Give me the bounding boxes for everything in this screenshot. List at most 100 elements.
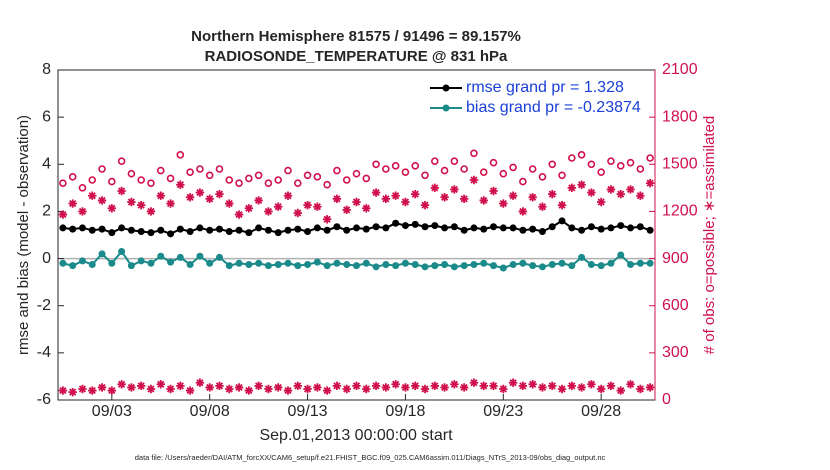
- data-point: [88, 386, 97, 395]
- data-point: [323, 180, 331, 189]
- data-point: [225, 384, 234, 394]
- data-point: [303, 200, 312, 210]
- data-point: [176, 180, 185, 189]
- data-point: [508, 378, 518, 387]
- data-point: [78, 384, 87, 394]
- data-point: [78, 184, 87, 192]
- data-point: [587, 188, 596, 197]
- data-point: [440, 166, 449, 175]
- data-point: [59, 224, 67, 232]
- data-point: [480, 259, 488, 267]
- data-point: [528, 380, 537, 389]
- y-tick-label: -4: [37, 344, 51, 361]
- data-point: [636, 384, 645, 394]
- data-point: [548, 160, 557, 169]
- data-point: [587, 260, 595, 268]
- data-point: [255, 224, 263, 232]
- data-point: [450, 263, 458, 271]
- data-point: [147, 259, 155, 267]
- data-point: [88, 176, 97, 184]
- y-tick-label: 2: [42, 203, 51, 220]
- data-point: [137, 176, 145, 184]
- data-point: [108, 177, 116, 186]
- data-point: [313, 224, 321, 232]
- data-point: [479, 168, 488, 176]
- data-point: [303, 171, 312, 180]
- data-point: [627, 260, 635, 268]
- y2-tick-label: 900: [662, 250, 689, 267]
- data-point: [69, 225, 77, 233]
- data-point: [185, 386, 195, 395]
- data-point: [391, 162, 400, 170]
- data-point: [166, 199, 175, 208]
- data-point: [606, 185, 616, 194]
- data-point: [489, 158, 498, 167]
- data-point: [313, 202, 322, 211]
- data-point: [196, 165, 204, 173]
- data-point: [156, 380, 165, 389]
- data-point: [450, 185, 459, 194]
- data-point: [225, 199, 234, 208]
- data-point: [185, 193, 195, 202]
- data-point: [176, 381, 185, 391]
- data-point: [548, 223, 556, 231]
- data-point: [558, 217, 566, 225]
- data-point: [607, 224, 615, 232]
- data-point: [353, 224, 360, 232]
- data-point: [333, 166, 341, 175]
- data-point: [372, 263, 380, 271]
- x-tick-label: 09/03: [92, 403, 132, 420]
- data-point: [225, 262, 233, 270]
- data-point: [117, 157, 126, 165]
- y2-tick-label: 1200: [662, 203, 698, 220]
- data-point: [587, 380, 596, 389]
- data-point: [411, 162, 420, 170]
- data-point: [176, 225, 184, 233]
- data-point: [147, 229, 155, 237]
- data-point: [206, 226, 214, 234]
- data-point: [88, 191, 97, 200]
- data-point: [254, 171, 263, 180]
- y2-tick-label: 300: [662, 344, 689, 361]
- data-point: [107, 204, 117, 213]
- data-point: [313, 258, 321, 266]
- data-point: [499, 199, 508, 208]
- data-point: [323, 226, 331, 234]
- data-point: [127, 169, 136, 178]
- data-point: [548, 381, 557, 391]
- data-point: [303, 384, 312, 394]
- data-point: [157, 226, 165, 234]
- data-point: [431, 262, 439, 270]
- data-point: [59, 259, 67, 267]
- data-point: [430, 183, 439, 193]
- data-point: [528, 165, 537, 173]
- data-point: [196, 224, 204, 232]
- legend-label: rmse grand pr = 1.328: [466, 79, 624, 96]
- data-point: [372, 223, 380, 231]
- data-point: [577, 151, 586, 159]
- x-tick-label: 09/18: [385, 403, 425, 420]
- data-point: [225, 227, 233, 235]
- data-point: [235, 179, 243, 187]
- data-point: [98, 165, 106, 173]
- data-point: [509, 163, 517, 172]
- data-point: [470, 260, 478, 268]
- data-point: [587, 223, 595, 231]
- data-point: [606, 381, 616, 391]
- data-point: [166, 384, 175, 394]
- data-point: [578, 226, 586, 234]
- data-point: [244, 204, 254, 213]
- data-point: [421, 263, 429, 271]
- data-point: [460, 165, 468, 173]
- data-point: [235, 259, 243, 267]
- y-axis-label: rmse and bias (model - observation): [15, 115, 32, 355]
- data-point: [371, 188, 381, 197]
- data-point: [353, 262, 360, 270]
- data-point: [274, 176, 283, 184]
- data-point: [362, 225, 370, 233]
- y2-tick-label: 1800: [662, 108, 698, 125]
- data-point: [499, 224, 507, 232]
- data-point: [58, 210, 68, 219]
- data-point: [636, 259, 644, 267]
